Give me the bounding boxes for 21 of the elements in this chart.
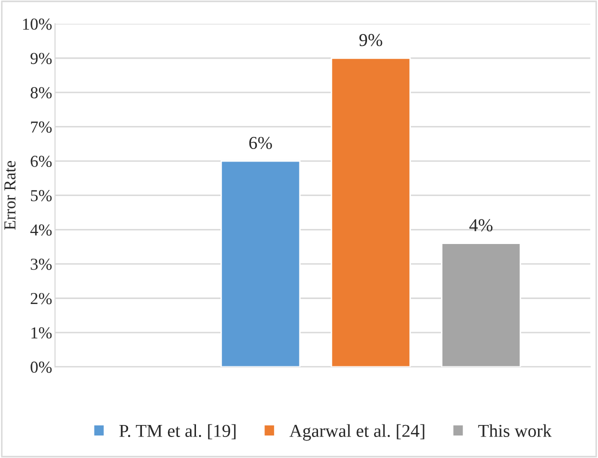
y-axis-title: Error Rate — [4, 160, 16, 230]
data-label: 4% — [469, 219, 492, 232]
bar — [441, 242, 522, 367]
y-tick-label: 4% — [30, 224, 52, 236]
y-tick-label: 9% — [30, 52, 52, 64]
legend-label: Agarwal et al. [24] — [289, 424, 424, 441]
data-label: 6% — [249, 136, 272, 150]
bar — [220, 160, 301, 367]
y-tick-label: 6% — [30, 156, 52, 168]
y-tick-label: 8% — [30, 87, 52, 98]
data-label: 9% — [359, 34, 382, 46]
y-tick-label: 3% — [30, 258, 52, 270]
y-tick-label: 7% — [31, 121, 52, 133]
legend-label: P. TM et al. [19] — [119, 424, 236, 440]
y-tick-label: 2% — [30, 292, 52, 304]
y-tick-label: 1% — [31, 327, 52, 339]
y-tick-label: 0% — [30, 362, 52, 373]
y-tick-label: 10% — [23, 18, 52, 30]
y-tick-label: 5% — [30, 190, 52, 202]
legend-label: This work — [478, 424, 552, 437]
bar — [330, 57, 411, 367]
